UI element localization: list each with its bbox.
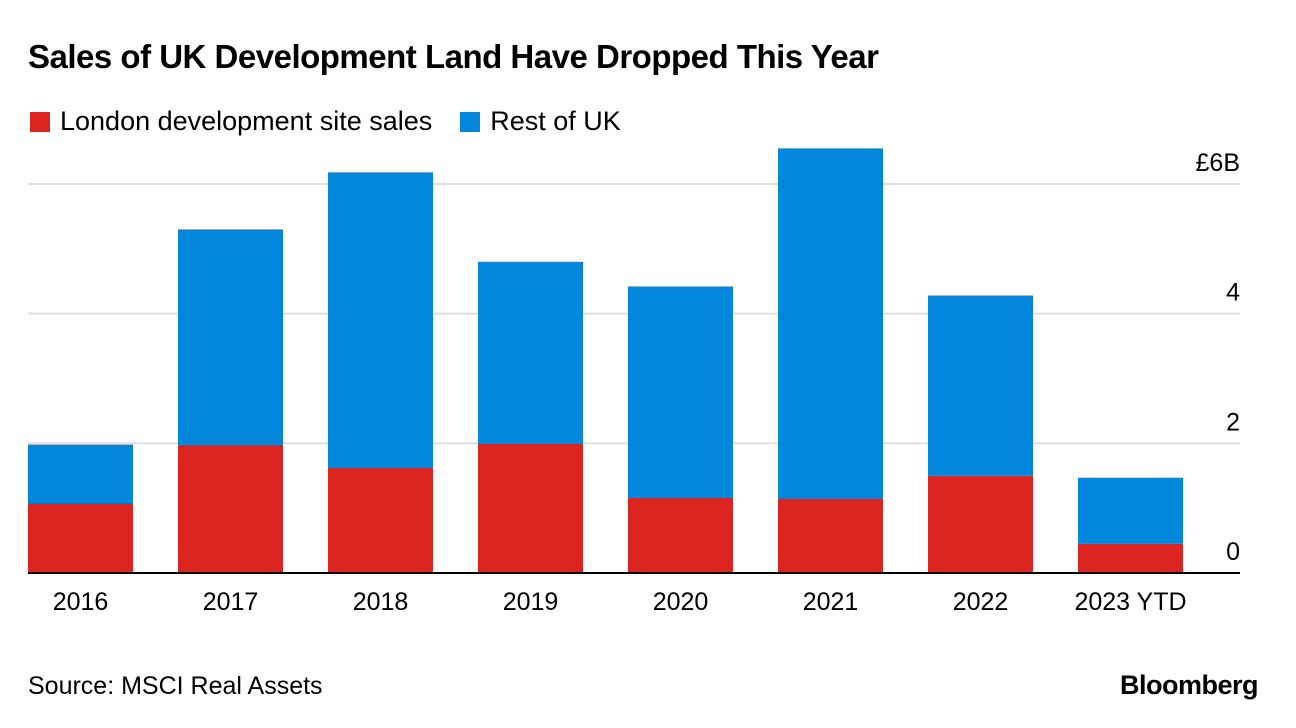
bar-london — [928, 475, 1033, 573]
legend-swatch-london — [30, 111, 50, 132]
bar-rest-of-uk — [178, 229, 283, 445]
legend: London development site sales Rest of UK — [30, 106, 649, 137]
x-tick-label: 2016 — [53, 588, 109, 616]
legend-label-london: London development site sales — [60, 106, 433, 136]
bar-london — [628, 497, 733, 573]
bar-rest-of-uk — [328, 172, 433, 468]
x-tick-label: 2018 — [353, 588, 409, 616]
source-note: Source: MSCI Real Assets — [28, 672, 323, 700]
y-tick-label: 0 — [1226, 538, 1240, 566]
bar-rest-of-uk — [778, 148, 883, 499]
x-tick-label: 2020 — [653, 588, 709, 616]
legend-label-rest: Rest of UK — [490, 106, 621, 136]
y-tick-label: 4 — [1226, 279, 1240, 307]
bar-london — [778, 498, 883, 573]
bar-london — [478, 443, 583, 573]
bar-london — [1078, 543, 1183, 573]
legend-swatch-rest — [460, 111, 481, 132]
chart-title: Sales of UK Development Land Have Droppe… — [28, 38, 879, 75]
bar-rest-of-uk — [628, 286, 733, 498]
bar-rest-of-uk — [28, 444, 133, 503]
x-tick-label: 2022 — [953, 588, 1009, 616]
bar-london — [178, 444, 283, 573]
bar-rest-of-uk — [1078, 477, 1183, 544]
x-tick-label: 2021 — [803, 588, 859, 616]
legend-item-rest: Rest of UK — [460, 106, 621, 137]
y-tick-label: 2 — [1226, 408, 1240, 436]
bloomberg-logo: Bloomberg — [1119, 670, 1259, 700]
x-tick-label: 2019 — [503, 588, 559, 616]
bar-london — [28, 502, 133, 573]
x-tick-label: 2023 YTD — [1074, 588, 1186, 616]
legend-item-london: London development site sales — [30, 106, 432, 137]
y-tick-label: £6B — [1196, 149, 1240, 177]
bar-london — [328, 467, 433, 573]
bar-rest-of-uk — [928, 295, 1033, 476]
bar-rest-of-uk — [478, 261, 583, 444]
x-tick-label: 2017 — [203, 588, 259, 616]
